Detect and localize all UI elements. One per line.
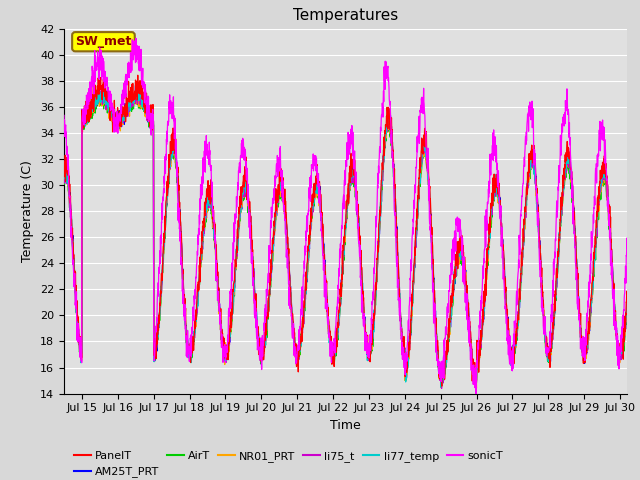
Text: SW_met: SW_met xyxy=(76,35,132,48)
X-axis label: Time: Time xyxy=(330,419,361,432)
Legend: PanelT, AM25T_PRT, AirT, NR01_PRT, li75_t, li77_temp, sonicT: PanelT, AM25T_PRT, AirT, NR01_PRT, li75_… xyxy=(70,446,508,480)
Y-axis label: Temperature (C): Temperature (C) xyxy=(22,160,35,262)
Title: Temperatures: Temperatures xyxy=(293,9,398,24)
